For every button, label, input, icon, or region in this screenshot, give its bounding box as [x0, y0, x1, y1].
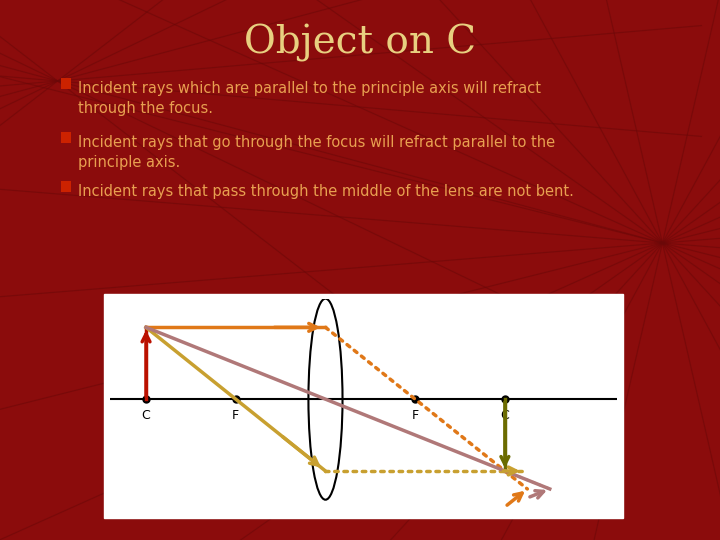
- FancyBboxPatch shape: [61, 78, 71, 89]
- Text: Incident rays that go through the focus will refract parallel to the
principle a: Incident rays that go through the focus …: [78, 135, 555, 170]
- Text: F: F: [412, 409, 419, 422]
- FancyBboxPatch shape: [61, 181, 71, 192]
- FancyBboxPatch shape: [104, 294, 623, 518]
- Text: Incident rays that pass through the middle of the lens are not bent.: Incident rays that pass through the midd…: [78, 184, 574, 199]
- Text: C: C: [500, 409, 509, 422]
- Text: Incident rays which are parallel to the principle axis will refract
through the : Incident rays which are parallel to the …: [78, 81, 541, 116]
- Text: F: F: [232, 409, 239, 422]
- FancyBboxPatch shape: [61, 132, 71, 143]
- Text: Object on C: Object on C: [244, 24, 476, 62]
- Text: C: C: [142, 409, 150, 422]
